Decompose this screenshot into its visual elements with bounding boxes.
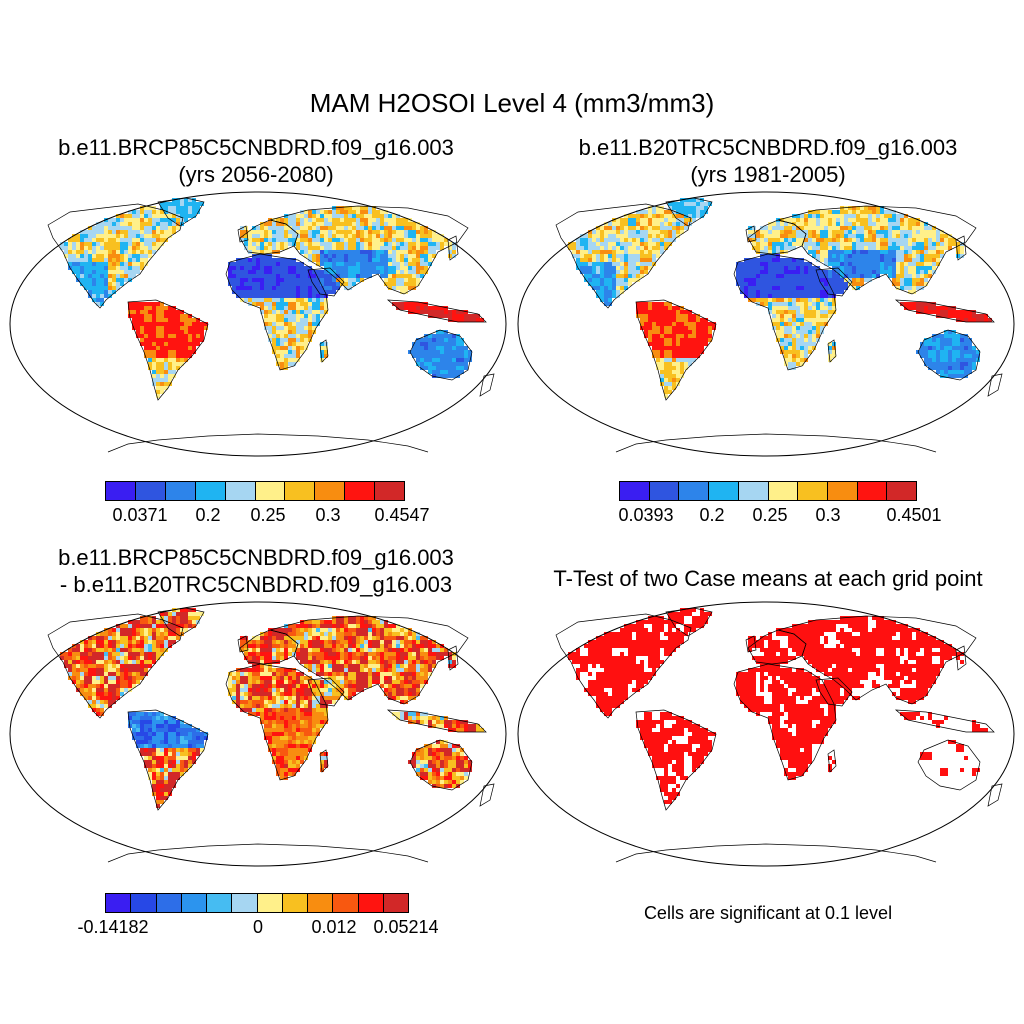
panel-2-title-line1: b.e11.B20TRC5CNBDRD.f09_g16.003	[578, 135, 958, 160]
colorbar-swatch	[620, 482, 650, 500]
colorbar-swatch	[358, 894, 384, 912]
colorbar-swatch	[857, 482, 888, 500]
colorbar-tick-label: 0.2	[195, 505, 221, 525]
colorbar-swatch	[131, 894, 157, 912]
colorbar-swatch	[106, 482, 136, 500]
colorbar-swatch	[738, 482, 769, 500]
colorbar-tick-label: 0.0393	[618, 505, 674, 525]
map-cells	[568, 608, 988, 804]
significance-note: Cells are significant at 0.1 level	[643, 903, 893, 923]
colorbar-swatch	[195, 482, 226, 500]
colorbar-rcp85	[105, 481, 405, 501]
colorbar-tick-label: -0.14182	[77, 917, 149, 937]
colorbar-tick-label: 0.25	[250, 505, 286, 525]
coastlines	[555, 607, 1003, 863]
coastlines	[555, 197, 1003, 453]
colorbar-tick-label: 0.3	[315, 505, 341, 525]
colorbar-tick-label: 0.0371	[112, 505, 168, 525]
panel-3-title-line1: b.e11.BRCP85C5CNBDRD.f09_g16.003	[58, 545, 454, 570]
main-title: MAM H2OSOI Level 4 (mm3/mm3)	[309, 88, 715, 118]
panel-1-title-line1: b.e11.BRCP85C5CNBDRD.f09_g16.003	[58, 135, 454, 160]
colorbar-swatch	[255, 482, 286, 500]
colorbar-swatch	[308, 894, 334, 912]
map-panel-difference	[9, 601, 507, 867]
panel-2-title-line2: (yrs 1981-2005)	[690, 162, 846, 187]
panel-1-title-line2: (yrs 2056-2080)	[178, 162, 334, 187]
map-panel-ttest	[517, 601, 1015, 867]
colorbar-swatch	[165, 482, 196, 500]
colorbar-swatch	[649, 482, 680, 500]
colorbar-swatch	[333, 894, 359, 912]
colorbar-swatch	[225, 482, 256, 500]
colorbar-difference	[105, 893, 409, 913]
colorbar-tick-label: 0.4501	[886, 505, 942, 525]
colorbar-swatch	[768, 482, 799, 500]
colorbar-swatch	[798, 482, 828, 500]
colorbar-tick-label: 0.3	[815, 505, 841, 525]
map-cells	[568, 198, 992, 398]
colorbar-tick-label: 0.05214	[373, 917, 439, 937]
colorbar-swatch	[315, 482, 346, 500]
colorbar-swatch	[345, 482, 376, 500]
map-cells	[60, 198, 484, 398]
map-cells	[60, 608, 484, 808]
colorbar-swatch	[257, 894, 283, 912]
colorbar-swatch	[827, 482, 858, 500]
colorbar-swatch	[285, 482, 316, 500]
colorbar-tick-label: 0.25	[752, 505, 788, 525]
panel-1-title: b.e11.BRCP85C5CNBDRD.f09_g16.003 (yrs 20…	[0, 134, 512, 188]
map-panel-historical	[517, 191, 1015, 457]
colorbar-swatch	[135, 482, 166, 500]
colorbar-swatch	[375, 482, 405, 500]
colorbar-swatch	[232, 894, 258, 912]
colorbar-tick-label: 0.012	[311, 917, 357, 937]
map-outline	[9, 601, 507, 867]
colorbar-swatch	[207, 894, 233, 912]
colorbar-tick-label: 0.4547	[374, 505, 430, 525]
colorbar-swatch	[383, 894, 408, 912]
colorbar-swatch	[709, 482, 739, 500]
colorbar-tick-label: 0.2	[699, 505, 725, 525]
panel-2-title: b.e11.B20TRC5CNBDRD.f09_g16.003 (yrs 198…	[512, 134, 1024, 188]
colorbar-swatch	[106, 894, 132, 912]
colorbar-tick-label: 0	[252, 917, 264, 937]
panel-4-title: T-Test of two Case means at each grid po…	[512, 565, 1024, 592]
colorbar-swatch	[181, 894, 207, 912]
map-outline	[517, 191, 1015, 457]
colorbar-swatch	[156, 894, 182, 912]
panel-3-title-line2: - b.e11.B20TRC5CNBDRD.f09_g16.003	[59, 572, 453, 597]
colorbar-historical	[619, 481, 917, 501]
colorbar-swatch	[679, 482, 710, 500]
map-panel-rcp85	[9, 191, 507, 457]
colorbar-swatch	[887, 482, 917, 500]
map-outline	[9, 191, 507, 457]
panel-3-title: b.e11.BRCP85C5CNBDRD.f09_g16.003 - b.e11…	[0, 544, 512, 598]
map-outline	[517, 601, 1015, 867]
panel-4-title-line1: T-Test of two Case means at each grid po…	[553, 566, 983, 591]
colorbar-swatch	[282, 894, 308, 912]
coastlines	[47, 197, 495, 453]
